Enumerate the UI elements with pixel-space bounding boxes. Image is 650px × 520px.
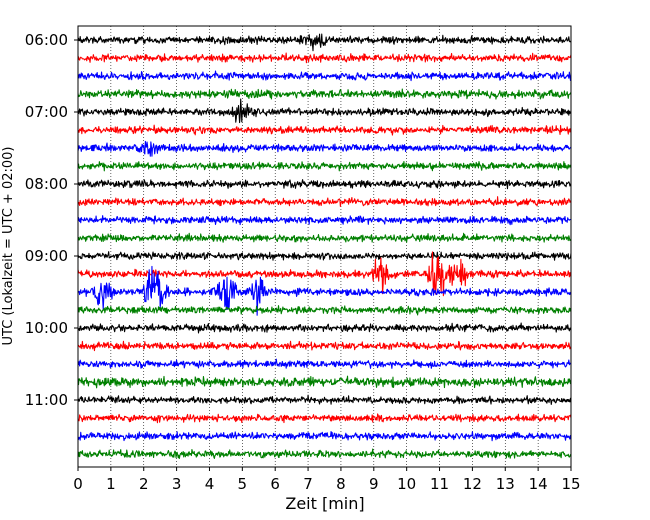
y-axis-label: UTC (Lokalzeit = UTC + 02:00) xyxy=(1,147,16,346)
trace-1100 xyxy=(78,394,571,405)
trace-0830 xyxy=(78,215,571,226)
trace-1030 xyxy=(78,358,571,369)
trace-0945 xyxy=(78,305,571,316)
trace-1015 xyxy=(78,340,571,352)
y-tick-label: 10:00 xyxy=(25,319,68,337)
y-tick-label: 11:00 xyxy=(25,391,68,409)
x-tick-label: 13 xyxy=(496,475,515,493)
x-tick-label: 0 xyxy=(73,475,83,493)
trace-0715 xyxy=(78,124,571,136)
x-axis: 0 1 2 3 4 5 6 7 8 9 10 11 12 13 14 15 xyxy=(73,467,581,493)
x-tick-label: 10 xyxy=(397,475,416,493)
trace-0815 xyxy=(78,196,571,207)
y-tick-label: 08:00 xyxy=(25,175,68,193)
x-tick-label: 8 xyxy=(336,475,346,493)
trace-0800 xyxy=(78,179,571,190)
x-tick-label: 1 xyxy=(106,475,116,493)
trace-0900 xyxy=(78,251,571,261)
x-tick-label: 6 xyxy=(270,475,280,493)
trace-1045 xyxy=(78,375,571,389)
trace-0700 xyxy=(78,98,571,124)
y-axis: 06:00 07:00 08:00 09:00 10:00 11:00 xyxy=(25,31,78,409)
x-tick-label: 9 xyxy=(369,475,379,493)
x-tick-label: 14 xyxy=(529,475,548,493)
trace-1145 xyxy=(78,448,571,460)
plot-frame xyxy=(77,25,572,468)
trace-0730 xyxy=(78,140,571,157)
x-tick-label: 4 xyxy=(205,475,215,493)
x-tick-label: 2 xyxy=(139,475,149,493)
trace-1130 xyxy=(78,431,571,442)
traces xyxy=(78,33,571,460)
x-tick-label: 15 xyxy=(561,475,580,493)
trace-0600 xyxy=(78,33,571,52)
trace-0630 xyxy=(78,70,571,82)
trace-0645 xyxy=(78,88,571,100)
trace-1000 xyxy=(78,322,571,334)
trace-1115 xyxy=(78,413,571,424)
y-tick-label: 07:00 xyxy=(25,103,68,121)
trace-0930 xyxy=(78,265,571,316)
trace-0745 xyxy=(78,161,571,172)
y-tick-label: 09:00 xyxy=(25,247,68,265)
x-tick-label: 7 xyxy=(303,475,313,493)
x-tick-label: 3 xyxy=(172,475,182,493)
trace-0615 xyxy=(78,52,571,64)
x-axis-label: Zeit [min] xyxy=(285,494,364,513)
x-tick-label: 12 xyxy=(463,475,482,493)
trace-0845 xyxy=(78,232,571,243)
y-tick-label: 06:00 xyxy=(25,31,68,49)
x-tick-label: 5 xyxy=(238,475,248,493)
x-tick-label: 11 xyxy=(430,475,449,493)
trace-0915 xyxy=(78,251,571,297)
